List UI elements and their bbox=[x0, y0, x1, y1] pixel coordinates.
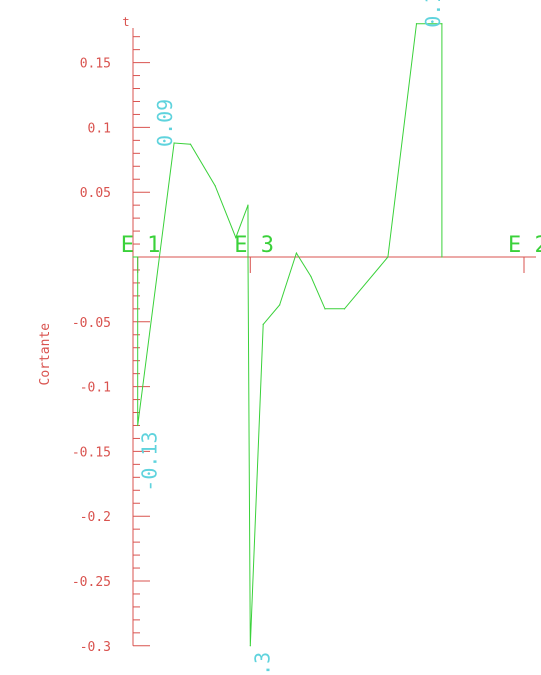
shear-point bbox=[214, 185, 216, 187]
y-axis-title: Cortante bbox=[38, 323, 53, 386]
station-label: E 3 bbox=[234, 233, 274, 258]
shear-point bbox=[441, 256, 443, 258]
shear-point bbox=[387, 256, 389, 258]
unit-label: t bbox=[122, 15, 129, 29]
shear-diagram-line bbox=[133, 23, 443, 646]
value-annotation: -0.13 bbox=[138, 431, 162, 491]
y-tick-label: -0.1 bbox=[80, 381, 111, 396]
shear-point bbox=[324, 308, 326, 310]
y-tick-label: -0.2 bbox=[80, 510, 111, 525]
shear-point bbox=[441, 23, 443, 25]
y-tick-label: -0.05 bbox=[72, 316, 111, 331]
value-annotation: -0.3 bbox=[250, 652, 274, 675]
shear-point bbox=[343, 308, 346, 310]
shear-point bbox=[137, 256, 139, 258]
shear-point bbox=[295, 252, 298, 254]
label-layer: E 1 E 3 E 2 -0.13 0.09 -0.3 0.18 bbox=[121, 0, 541, 675]
value-annotation: 0.09 bbox=[153, 99, 177, 147]
y-tick-label: 0.1 bbox=[88, 121, 111, 136]
shear-point bbox=[249, 645, 251, 647]
y-tick-label: -0.15 bbox=[72, 445, 111, 460]
station-label: E 2 bbox=[508, 233, 541, 258]
y-tick-label: 0.15 bbox=[80, 57, 111, 72]
shear-point bbox=[310, 275, 312, 278]
shear-point bbox=[173, 142, 175, 144]
y-tick-label: -0.3 bbox=[80, 640, 111, 655]
series-layer bbox=[132, 23, 443, 647]
shear-point bbox=[247, 204, 249, 206]
shear-point bbox=[415, 23, 418, 25]
shear-point bbox=[132, 256, 134, 258]
axis-layer: 0.15 0.1 0.05 -0.05 -0.1 -0.15 -0.2 -0.25 -0.3 t C… bbox=[38, 15, 536, 655]
y-tick-label: 0.05 bbox=[80, 186, 111, 201]
shear-point bbox=[247, 256, 249, 258]
shear-point bbox=[235, 236, 237, 239]
shear-point bbox=[189, 143, 192, 145]
shear-point bbox=[279, 304, 281, 306]
shear-point bbox=[262, 323, 264, 325]
shear-point bbox=[137, 424, 139, 427]
station-label: E 1 bbox=[121, 233, 161, 258]
y-tick-label: -0.25 bbox=[72, 575, 111, 590]
value-annotation: 0.18 bbox=[421, 0, 445, 28]
